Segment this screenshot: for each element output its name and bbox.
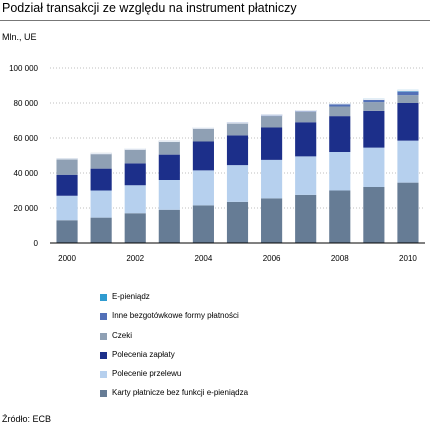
title-divider	[0, 20, 430, 21]
legend-item: Karty płatnicze bez funkcji e-pieniądza	[100, 386, 430, 405]
chart-legend: E-pieniądz Inne bezgotówkowe formy płatno…	[100, 290, 430, 406]
bar-top-highlight	[261, 114, 283, 116]
bar-top-highlight	[90, 152, 112, 155]
y-tick-label: 60 000	[14, 134, 39, 143]
bar-segment	[226, 201, 249, 243]
stacked-bar-chart: 0 20 000 40 000 60 000 80 000 100 000 2000 2002…	[9, 64, 425, 263]
legend-label: Polecenia zapłaty	[112, 349, 175, 359]
bar-segment	[56, 174, 78, 196]
bar-segment	[363, 187, 385, 243]
bar-segment	[192, 141, 214, 171]
bar-segment	[261, 159, 283, 199]
x-tick-label: 2002	[126, 254, 144, 263]
x-tick-label: 2010	[399, 254, 417, 263]
bar-segment	[397, 140, 419, 183]
bar-segment	[261, 127, 283, 160]
bar-segment	[329, 190, 351, 243]
bar-segment	[295, 194, 317, 243]
bar-segment	[158, 209, 180, 243]
x-tick-label: 2006	[263, 254, 281, 263]
bar-segment	[329, 103, 351, 107]
bar-top-highlight	[397, 89, 419, 92]
bar-top-highlight	[226, 122, 249, 124]
y-tick-label: 0	[34, 239, 39, 248]
legend-item: Inne bezgotówkowe formy płatności	[100, 309, 430, 328]
y-tick-label: 80 000	[14, 99, 39, 108]
legend-swatch	[100, 313, 107, 321]
bar-segment	[192, 128, 214, 142]
legend-swatch	[100, 351, 107, 359]
bar-top-highlight	[124, 148, 146, 150]
legend-label: Czeki	[112, 330, 133, 340]
bar-segment	[158, 154, 180, 180]
bar-segment	[124, 163, 146, 186]
bar-segment	[124, 213, 146, 243]
bar-top-highlight	[192, 127, 214, 129]
x-tick-label: 2004	[195, 254, 213, 263]
bar-segment	[363, 110, 385, 148]
bar-segment	[226, 165, 249, 202]
legend-swatch	[100, 371, 107, 379]
bar-top-highlight	[158, 140, 180, 143]
legend-swatch	[100, 390, 107, 398]
source-note: Źródło: ECB	[2, 414, 52, 424]
bar-segment	[90, 152, 112, 169]
legend-item: Polecenia zapłaty	[100, 348, 430, 367]
bar-top-highlight	[363, 98, 385, 101]
bar-segment	[295, 111, 317, 123]
bar-segment	[261, 198, 283, 243]
bar-segment	[90, 168, 112, 191]
bar-segment	[56, 195, 78, 221]
bar-top-highlight	[56, 158, 78, 160]
bar-segment	[56, 158, 78, 175]
x-tick-label: 2000	[58, 254, 76, 263]
bar-segment	[56, 220, 78, 243]
legend-label: Polecenie przelewu	[112, 369, 182, 379]
chart-title: Podział transakcji ze względu na instrum…	[2, 1, 297, 15]
legend-item: Polecenie przelewu	[100, 367, 430, 386]
legend-label: Inne bezgotówkowe formy płatności	[112, 311, 239, 321]
bar-segment	[397, 95, 419, 103]
bar-segment	[226, 135, 249, 166]
bar-segment	[261, 116, 283, 128]
bar-top-highlight	[295, 110, 317, 112]
legend-swatch	[100, 294, 107, 301]
bar-segment	[124, 185, 146, 214]
bar-segment	[90, 217, 112, 243]
bar-segment	[363, 147, 385, 187]
bar-segment	[124, 148, 146, 164]
legend-label: Karty płatnicze bez funkcji e-pieniądza	[112, 388, 249, 398]
unit-label: Mln., UE	[2, 32, 37, 42]
bar-top-highlight	[329, 103, 351, 105]
bar-segment	[158, 180, 180, 210]
legend-item: E-pieniądz	[100, 290, 430, 309]
bar-segment	[397, 91, 419, 96]
bar-segment	[397, 103, 419, 141]
bar-segment	[363, 102, 385, 111]
legend-label: E-pieniądz	[112, 292, 150, 301]
bar-segment	[90, 190, 112, 218]
bar-segment	[192, 205, 214, 243]
legend-item: Czeki	[100, 329, 430, 348]
bar-segment	[295, 156, 317, 195]
bar-segment	[192, 170, 214, 206]
bar-segment	[397, 182, 419, 243]
bar-segment	[295, 122, 317, 157]
bar-segment	[329, 116, 351, 152]
y-tick-label: 20 000	[14, 204, 39, 213]
bar-segment	[158, 140, 180, 155]
bar-segment	[363, 99, 385, 103]
y-tick-label: 100 000	[9, 64, 38, 73]
x-tick-label: 2008	[331, 254, 349, 263]
bar-segment	[329, 152, 351, 191]
bar-segment	[329, 106, 351, 117]
bar-segment	[226, 123, 249, 136]
legend-swatch	[100, 332, 107, 340]
y-tick-label: 40 000	[14, 169, 39, 178]
